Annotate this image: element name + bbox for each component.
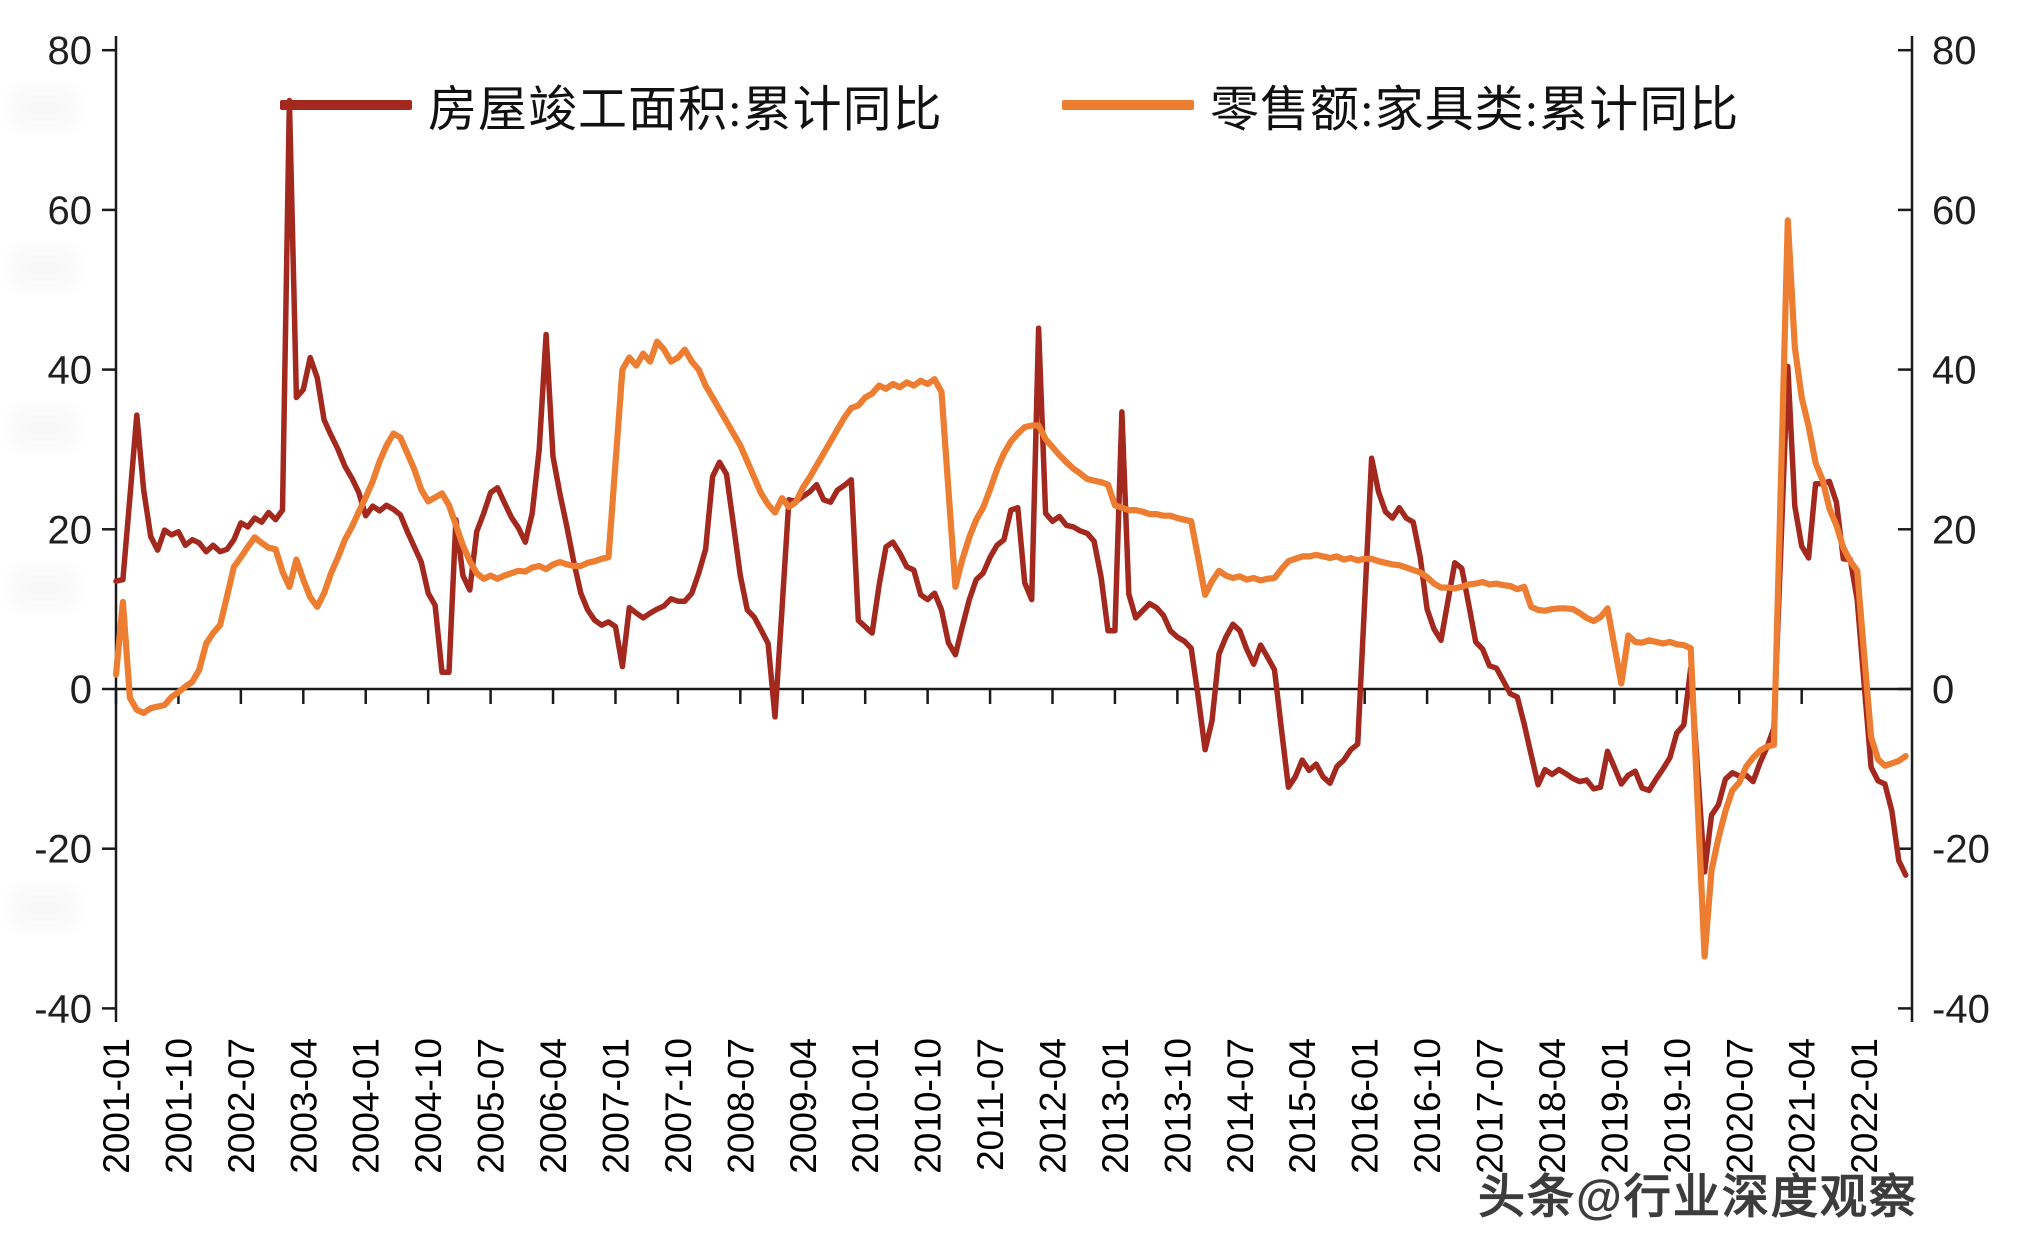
furniture-series-line [112, 217, 1909, 960]
x-axis-label: 2022-01 [1844, 1038, 1885, 1174]
x-axis-label: 2004-01 [346, 1038, 387, 1174]
y-axis-label-left: 20 [48, 508, 93, 552]
y-axis-label-right: 60 [1932, 189, 1977, 233]
y-axis-label-right: -20 [1932, 828, 1990, 872]
x-axis-label: 2018-04 [1532, 1038, 1573, 1174]
y-axis-label-right: 20 [1932, 508, 1977, 552]
watermark-ghost [12, 88, 76, 128]
x-axis-label: 2019-10 [1657, 1038, 1698, 1174]
x-axis-label: 2017-07 [1470, 1038, 1511, 1174]
watermark-ghost [12, 888, 76, 928]
x-axis-label: 2021-04 [1782, 1038, 1823, 1174]
x-axis-label: 2006-04 [533, 1038, 574, 1174]
x-axis-label: 2016-10 [1407, 1038, 1448, 1174]
y-axis-label-right: 80 [1932, 29, 1977, 73]
x-axis-label: 2016-01 [1345, 1038, 1386, 1174]
x-axis-label: 2010-01 [845, 1038, 886, 1174]
x-axis-label: 2010-10 [908, 1038, 949, 1174]
x-axis-label: 2003-04 [283, 1038, 324, 1174]
series-lines [112, 97, 1909, 960]
x-axis-label: 2004-10 [408, 1038, 449, 1174]
y-axis-label-left: 80 [48, 29, 93, 73]
y-axis-label-left: -20 [34, 828, 92, 872]
x-axis-label: 2002-07 [221, 1038, 262, 1174]
y-axis-label-right: 0 [1932, 668, 1954, 712]
x-axis-label: 2013-10 [1157, 1038, 1198, 1174]
x-axis-label: 2019-01 [1594, 1038, 1635, 1174]
x-axis-label: 2020-07 [1719, 1038, 1760, 1174]
x-axis-label: 2009-04 [783, 1038, 824, 1174]
x-axis-label: 2014-07 [1220, 1038, 1261, 1174]
x-axis-label: 2001-01 [96, 1038, 137, 1174]
x-axis-label: 2005-07 [471, 1038, 512, 1174]
x-axis-label: 2015-04 [1282, 1038, 1323, 1174]
x-axis-label: 2008-07 [720, 1038, 761, 1174]
watermark-ghost [12, 248, 76, 288]
x-axis-label: 2013-01 [1095, 1038, 1136, 1174]
axes [102, 36, 1914, 1022]
completion-series-line [113, 97, 1909, 878]
x-axis-label: 2007-10 [658, 1038, 699, 1174]
x-axis-label: 2012-04 [1032, 1038, 1073, 1174]
y-axis-label-left: 0 [70, 668, 92, 712]
y-axis-label-left: 40 [48, 349, 93, 393]
y-axis-label-left: 60 [48, 189, 93, 233]
x-axis-label: 2001-10 [158, 1038, 199, 1174]
y-axis-label-left: -40 [34, 987, 92, 1031]
watermark: 头条@行业深度观察 [1478, 1170, 1918, 1223]
y-axis-label-right: 40 [1932, 349, 1977, 393]
watermark-ghost [12, 568, 76, 608]
x-axis-label: 2007-01 [595, 1038, 636, 1174]
y-axis-label-right: -40 [1932, 987, 1990, 1031]
x-axis-label: 2011-07 [970, 1038, 1011, 1171]
watermark-ghost [12, 408, 76, 448]
